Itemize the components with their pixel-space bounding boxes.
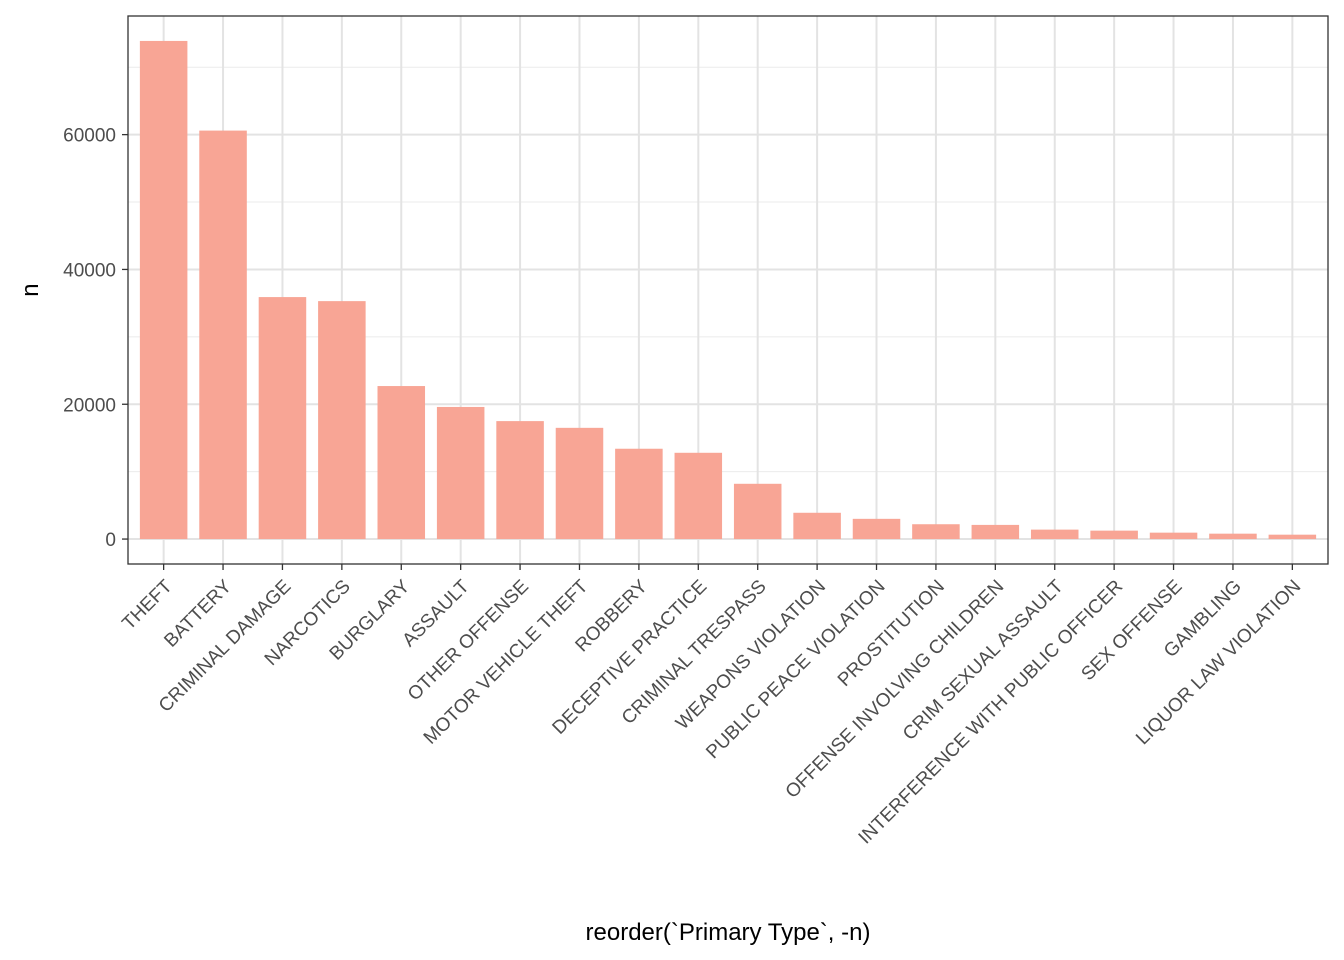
bar <box>318 301 366 540</box>
y-tick-label: 40000 <box>63 260 116 281</box>
bar <box>615 448 663 540</box>
bar <box>733 483 782 540</box>
bar <box>139 40 188 540</box>
bar <box>496 421 544 540</box>
bar <box>1149 532 1198 540</box>
bar <box>1030 529 1079 540</box>
y-tick-label: 20000 <box>63 395 116 416</box>
y-axis: 0 20000 40000 60000 <box>63 126 128 551</box>
bar <box>912 524 960 540</box>
x-axis-title: reorder(`Primary Type`, -n) <box>586 919 871 946</box>
bar <box>377 386 426 540</box>
x-tick-label: THEFT <box>118 576 176 634</box>
bar <box>1090 530 1138 540</box>
bar <box>674 452 723 540</box>
bar <box>258 297 307 540</box>
bar <box>852 518 901 540</box>
bar <box>1209 533 1257 540</box>
plot-background <box>128 16 1328 564</box>
x-tick-label: PROSTITUTION <box>834 576 949 691</box>
x-tick-label: OFFENSE INVOLVING CHILDREN <box>782 576 1009 803</box>
bar <box>199 130 247 540</box>
plot-panel-border <box>127 15 1329 565</box>
bar <box>793 512 841 540</box>
y-tick-label: 0 <box>105 530 116 551</box>
bar <box>436 406 485 540</box>
y-tick-label: 60000 <box>63 126 116 147</box>
x-tick-label: SEX OFFENSE <box>1078 576 1187 685</box>
bar <box>1268 534 1317 540</box>
bar <box>555 427 604 540</box>
bars <box>139 40 1317 540</box>
y-axis-title: n <box>17 283 44 296</box>
bar <box>971 524 1020 540</box>
